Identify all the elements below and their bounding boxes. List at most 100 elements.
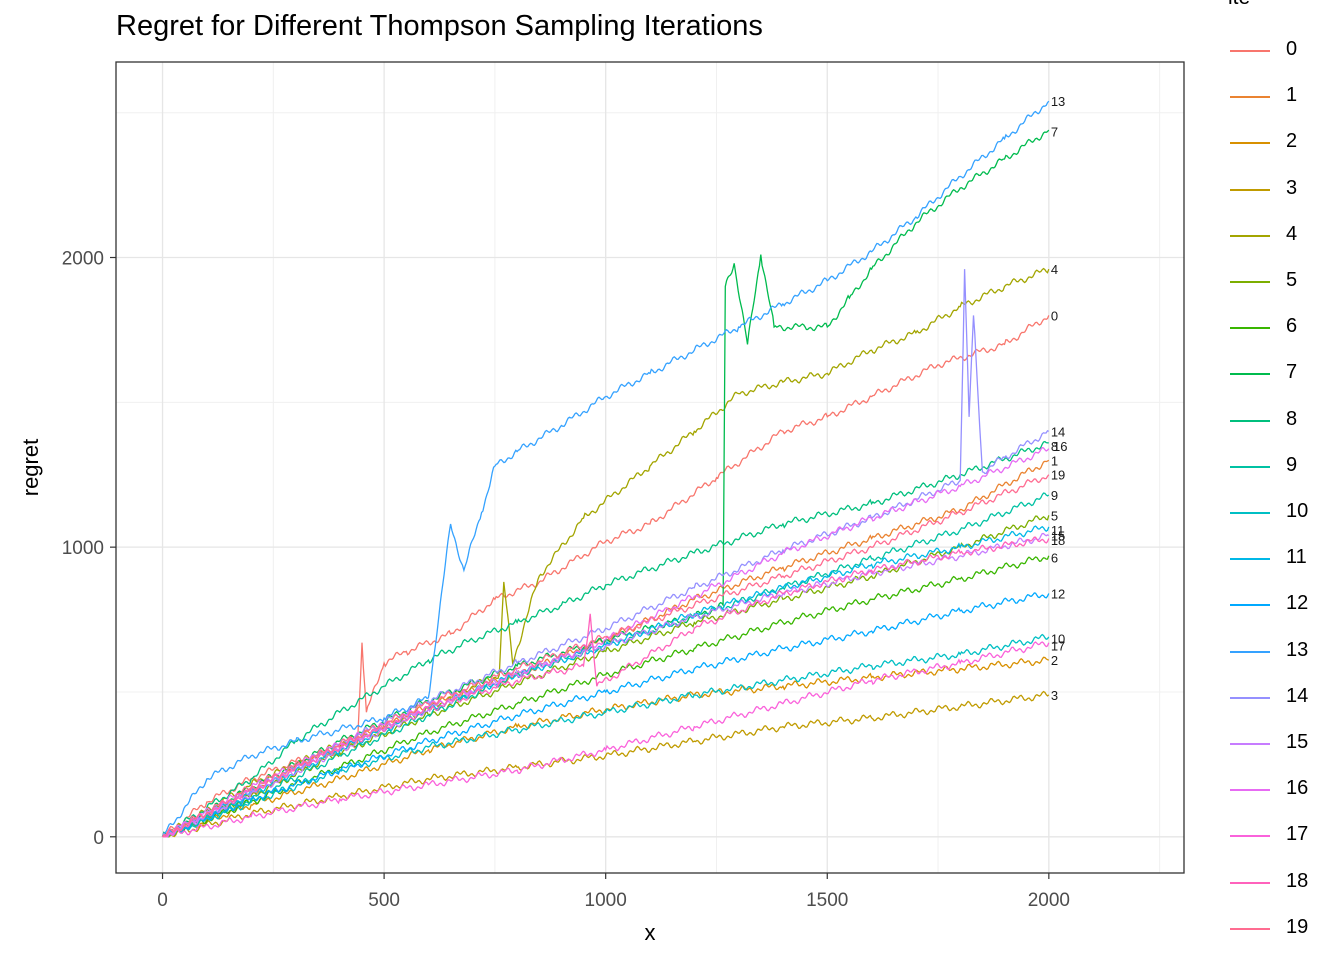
legend-label: 5 <box>1286 269 1298 291</box>
legend-label: 14 <box>1286 684 1309 707</box>
legend-swatch <box>1230 96 1270 99</box>
legend-item-15: 15 <box>1228 729 1338 759</box>
legend-swatch <box>1230 927 1270 930</box>
legend-item-14: 14 <box>1228 683 1338 713</box>
legend-label: 10 <box>1286 500 1309 522</box>
end-label-4: 4 <box>1051 262 1058 277</box>
end-label-6: 6 <box>1051 550 1058 565</box>
legend-item-16: 16 <box>1228 775 1338 805</box>
chart-title: Regret for Different Thompson Sampling I… <box>116 10 763 42</box>
series-line-12 <box>162 592 1050 838</box>
series-line-14 <box>161 269 1050 838</box>
legend-swatch <box>1230 327 1270 330</box>
legend-swatch <box>1230 881 1270 884</box>
x-tick-label: 0 <box>157 890 168 911</box>
end-label-14: 14 <box>1051 424 1065 439</box>
end-label-3: 3 <box>1051 688 1058 703</box>
legend-item-8: 8 <box>1228 406 1338 436</box>
legend-swatch <box>1230 419 1270 422</box>
legend-label: 18 <box>1286 869 1309 892</box>
end-label-5: 5 <box>1051 508 1058 523</box>
legend-item-6: 6 <box>1228 313 1338 343</box>
legend-swatch <box>1230 234 1270 237</box>
end-label-7: 7 <box>1051 125 1058 140</box>
series-line-15 <box>162 532 1050 838</box>
legend-item-19: 19 <box>1228 914 1338 944</box>
legend-label: 4 <box>1286 222 1298 245</box>
end-label-1: 1 <box>1051 453 1058 468</box>
legend-item-13: 13 <box>1228 637 1338 667</box>
legend-label: 11 <box>1286 546 1307 569</box>
legend-swatch <box>1230 558 1270 561</box>
end-label-0: 0 <box>1051 308 1058 323</box>
legend-swatch <box>1230 789 1270 792</box>
legend-item-9: 9 <box>1228 452 1338 482</box>
legend-label: 17 <box>1286 823 1309 846</box>
legend-label: 1 <box>1286 84 1298 107</box>
x-tick-label: 2000 <box>1028 890 1070 911</box>
end-label-12: 12 <box>1051 586 1065 601</box>
end-label-8: 8 <box>1051 439 1058 454</box>
legend-label: 2 <box>1286 130 1298 153</box>
legend-label: 16 <box>1286 777 1309 800</box>
y-tick-label: 1000 <box>62 538 104 559</box>
series-line-19 <box>161 474 1050 838</box>
legend-item-7: 7 <box>1228 359 1338 389</box>
end-label-10: 10 <box>1051 631 1065 646</box>
legend-item-10: 10 <box>1228 498 1338 528</box>
legend-label: 15 <box>1286 731 1309 753</box>
legend-swatch <box>1230 743 1270 745</box>
legend-swatch <box>1230 373 1270 376</box>
legend-item-18: 18 <box>1228 868 1338 898</box>
y-tick-label: 2000 <box>62 249 104 270</box>
legend-swatch <box>1230 142 1270 145</box>
end-label-15: 15 <box>1051 529 1065 544</box>
legend-item-3: 3 <box>1228 175 1338 205</box>
y-tick-label: 0 <box>93 828 104 849</box>
legend-label: 3 <box>1286 176 1298 199</box>
legend-item-1: 1 <box>1228 82 1338 112</box>
legend-label: 8 <box>1286 407 1298 430</box>
end-label-11: 11 <box>1051 523 1065 538</box>
legend-swatch <box>1230 512 1270 514</box>
legend-item-11: 11 <box>1228 544 1338 574</box>
end-label-9: 9 <box>1051 488 1058 503</box>
legend-item-2: 2 <box>1228 128 1338 158</box>
legend-item-17: 17 <box>1228 821 1338 851</box>
end-label-18: 18 <box>1051 533 1065 548</box>
series-line-16 <box>162 446 1050 838</box>
legend-item-0: 0 <box>1228 36 1338 66</box>
legend-swatch <box>1230 650 1270 653</box>
x-tick-label: 1000 <box>585 890 627 911</box>
legend-title: ite <box>1228 0 1250 10</box>
end-label-2: 2 <box>1051 653 1058 668</box>
end-label-19: 19 <box>1051 468 1065 483</box>
series-line-10 <box>162 633 1050 838</box>
series-line-2 <box>161 656 1049 838</box>
panel-border <box>115 61 1185 874</box>
legend-label: 6 <box>1286 315 1298 338</box>
x-tick-label: 1500 <box>806 890 848 911</box>
series-line-13 <box>161 100 1050 838</box>
series-line-5 <box>162 515 1050 838</box>
legend-swatch <box>1230 281 1270 283</box>
y-axis-title: regret <box>18 439 43 496</box>
legend-swatch <box>1230 835 1270 838</box>
x-tick-label: 500 <box>368 890 400 911</box>
legend-item-5: 5 <box>1228 267 1338 297</box>
series-line-8 <box>161 440 1049 837</box>
end-label-17: 17 <box>1051 639 1065 654</box>
legend-label: 12 <box>1286 592 1309 615</box>
end-label-16: 16 <box>1053 439 1067 454</box>
end-label-13: 13 <box>1051 94 1065 109</box>
series-line-18 <box>162 536 1050 838</box>
legend-swatch <box>1230 50 1270 52</box>
legend-label: 7 <box>1286 361 1298 384</box>
x-axis-title: x <box>645 920 656 945</box>
legend-swatch <box>1230 188 1270 191</box>
legend-item-4: 4 <box>1228 221 1338 251</box>
legend-swatch <box>1230 465 1270 468</box>
legend-swatch <box>1230 696 1270 699</box>
legend-item-12: 12 <box>1228 590 1338 620</box>
